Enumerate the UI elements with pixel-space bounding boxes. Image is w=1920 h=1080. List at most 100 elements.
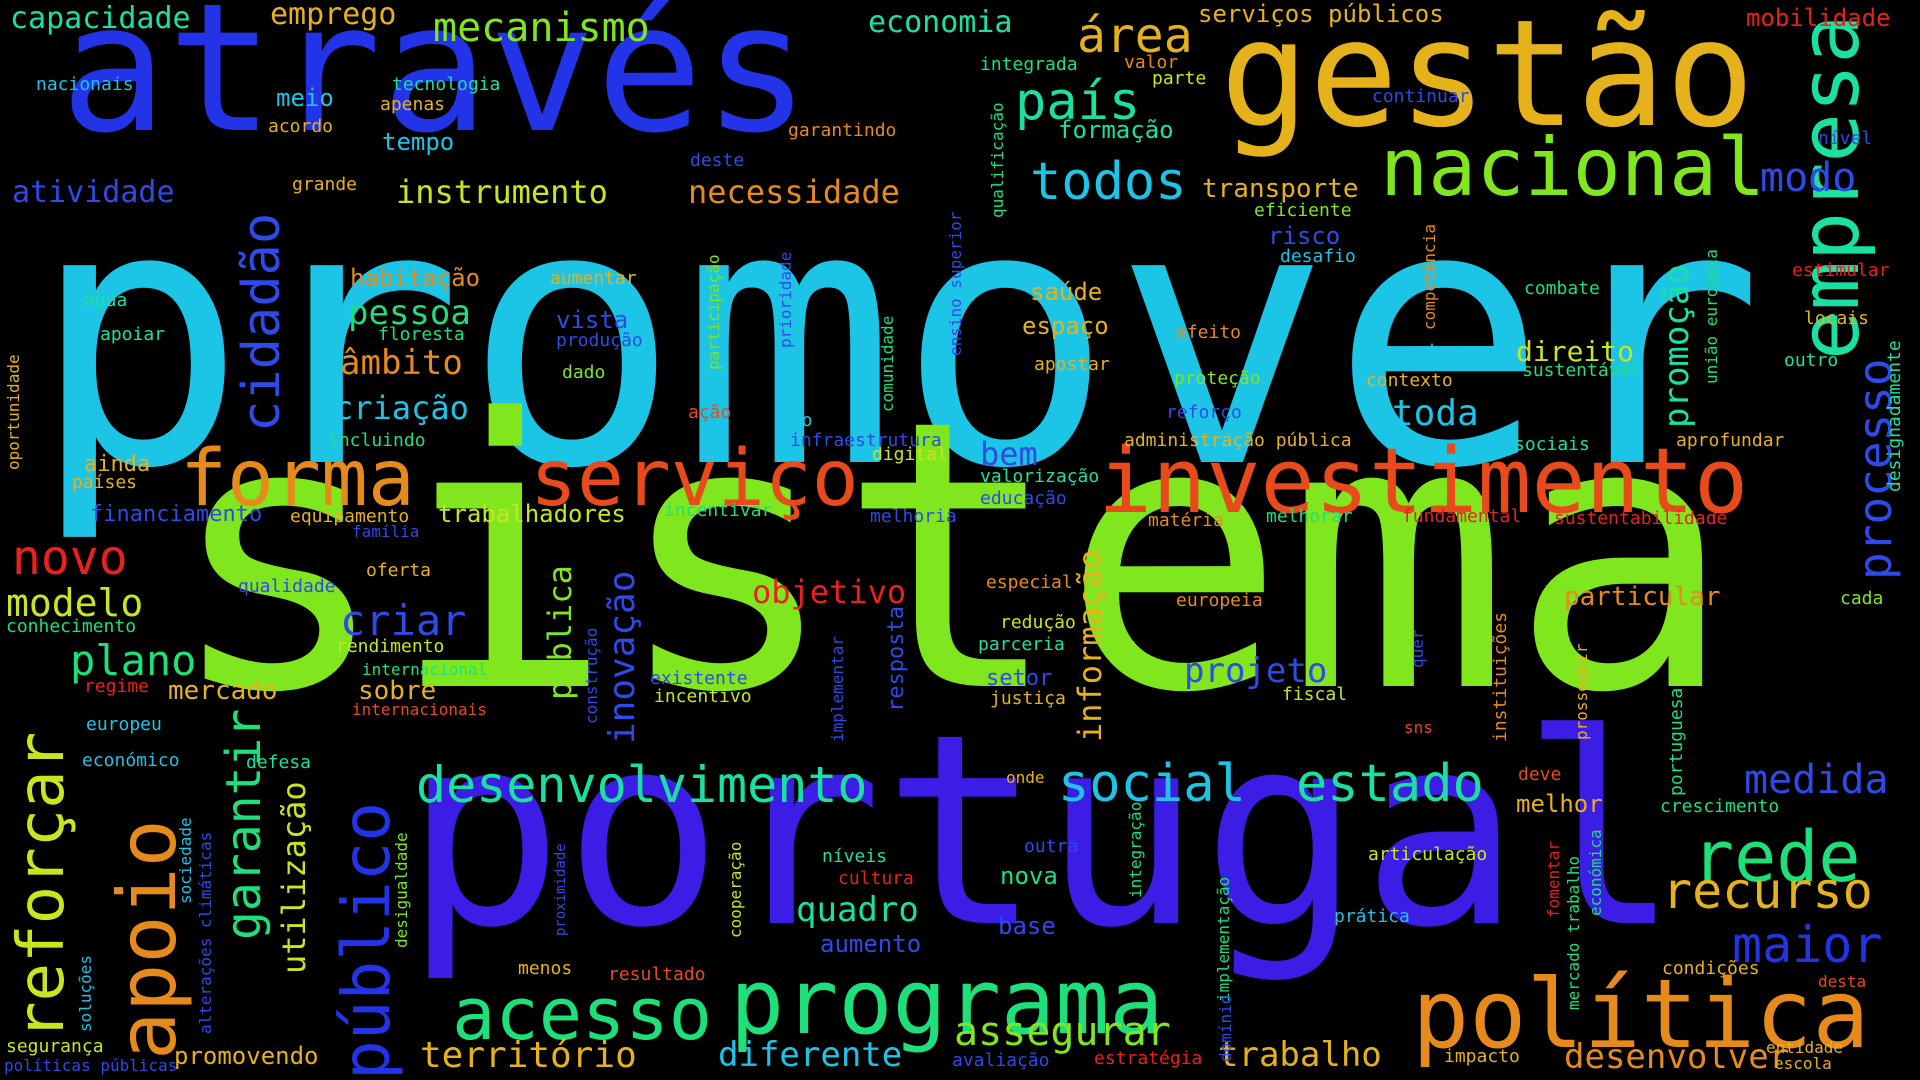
word-incentivar: incentivar: [664, 500, 773, 521]
word-capacidade: capacidade: [10, 1, 191, 36]
word-modelo: modelo: [6, 581, 144, 625]
word-financiamento: financiamento: [90, 502, 263, 527]
word-fundamental: fundamental: [1402, 506, 1522, 527]
word-assegurar: assegurar: [954, 1009, 1171, 1055]
word-todos: todos: [1030, 152, 1187, 212]
word-utilizacao: utilização: [275, 781, 313, 974]
word-desigualdade: desigualdade: [392, 832, 411, 948]
word-mobilidade: mobilidade: [1746, 4, 1891, 32]
word-fomentar: fomentar: [1544, 840, 1563, 918]
word-menos: menos: [518, 958, 573, 979]
word-incentivo: incentivo: [654, 686, 752, 707]
word-acesso: acesso: [452, 972, 713, 1056]
word-uso: uso: [780, 410, 813, 431]
word-ambito: âmbito: [340, 343, 463, 383]
word-toda: toda: [1392, 393, 1479, 434]
word-construcao: construção: [582, 627, 601, 724]
word-fiscal: fiscal: [1282, 684, 1348, 705]
word-deste: deste: [690, 150, 745, 171]
word-eficiente: eficiente: [1254, 200, 1352, 221]
word-reducao: redução: [1000, 612, 1076, 633]
word-publico: público: [328, 801, 405, 1080]
word-grande: grande: [292, 174, 358, 195]
word-reforcar: reforçar: [5, 731, 79, 1040]
word-ainda: ainda: [84, 452, 151, 477]
word-criar: criar: [340, 596, 467, 645]
word-existente: existente: [650, 668, 748, 689]
word-area: área: [1077, 8, 1193, 64]
word-trabalho: trabalho: [1218, 1035, 1382, 1075]
word-pessoa: pessoa: [348, 293, 471, 333]
word-economico: económico: [82, 750, 180, 771]
word-quer: quer: [1408, 629, 1427, 668]
word-sobre: sobre: [358, 676, 437, 706]
word-cada: cada: [1840, 588, 1884, 609]
word-implementar: implementar: [828, 636, 847, 742]
word-valorizacao: valorização: [980, 466, 1100, 487]
word-sustentavel: sustentável: [1522, 360, 1642, 381]
word-digital: digital: [872, 444, 948, 465]
word-setor: setor: [986, 666, 1053, 691]
word-proximidade: proximidade: [553, 843, 569, 936]
word-qualificacao: qualificação: [988, 102, 1007, 218]
word-justica: justiça: [990, 688, 1066, 709]
word-modo: modo: [1760, 155, 1857, 201]
word-melhoria: melhoria: [870, 506, 957, 527]
word-habitacao: habitação: [350, 264, 481, 292]
word-prioridade: prioridade: [776, 251, 795, 348]
word-parte: parte: [1152, 68, 1207, 89]
word-politica: política: [1412, 960, 1870, 1070]
word-territorio: território: [420, 1035, 637, 1076]
word-outro: outro: [1784, 350, 1839, 371]
word-entidade: entidade: [1766, 1038, 1844, 1057]
word-regime: regime: [84, 676, 150, 697]
word-aumentar: aumentar: [550, 268, 637, 289]
word-medida: medida: [1744, 757, 1889, 803]
word-integrada: integrada: [980, 54, 1078, 75]
word-desenvolver: desenvolver: [1564, 1037, 1790, 1077]
word-nacional: nacional: [1380, 121, 1766, 214]
word-niveis: níveis: [822, 846, 888, 867]
word-mercado: mercado: [168, 676, 278, 706]
word-seguranca: segurança: [6, 1036, 104, 1057]
word-mercado-trabalho: mercado trabalho: [1564, 855, 1583, 1010]
word-melhorar: melhorar: [1266, 506, 1353, 527]
word-materia: matéria: [1148, 510, 1224, 531]
word-vista: vista: [556, 306, 629, 334]
word-espaco: espaço: [1022, 312, 1109, 340]
word-emprego: emprego: [270, 0, 397, 32]
word-servicos-publicos: serviços públicos: [1198, 0, 1444, 28]
word-efeito: efeito: [1176, 322, 1242, 343]
word-base: base: [998, 912, 1056, 940]
word-tempo: tempo: [382, 128, 455, 156]
word-instrumento: instrumento: [396, 173, 608, 211]
word-incluindo: incluindo: [328, 430, 426, 451]
word-formacao: formação: [1058, 116, 1174, 144]
word-social: social: [1058, 754, 1246, 814]
word-sustentabilidade: sustentabilidade: [1554, 508, 1728, 529]
word-instituicoes: instituições: [1490, 611, 1511, 742]
word-administracao-publica: administração pública: [1124, 430, 1352, 451]
word-resultado: resultado: [608, 964, 706, 985]
word-atividade: atividade: [12, 175, 175, 210]
word-necessidade: necessidade: [688, 173, 900, 211]
word-garantir: garantir: [216, 708, 272, 940]
word-garantindo: garantindo: [788, 120, 897, 141]
word-particular: particular: [1564, 582, 1721, 612]
word-qualidade: qualidade: [238, 576, 336, 597]
word-solucoes: soluções: [76, 954, 95, 1032]
word-educacao: educação: [980, 488, 1067, 509]
word-europeia: europeia: [1176, 590, 1263, 611]
word-apoiar: apoiar: [100, 324, 166, 345]
word-economia: economia: [868, 5, 1013, 40]
word-aposta: aposta: [1384, 340, 1450, 361]
word-desafio: desafio: [1280, 246, 1356, 267]
word-portugal: portugal: [404, 678, 1681, 986]
word-desenvolvimento: desenvolvimento: [416, 756, 868, 814]
word-sistema: sistema: [166, 341, 1734, 774]
word-internacionais: internacionais: [352, 700, 487, 719]
word-politicas-publicas: políticas públicas: [4, 1056, 178, 1075]
word-criacao: criação: [334, 389, 469, 427]
word-nivel: nível: [1818, 128, 1873, 149]
word-plano: plano: [70, 636, 197, 685]
